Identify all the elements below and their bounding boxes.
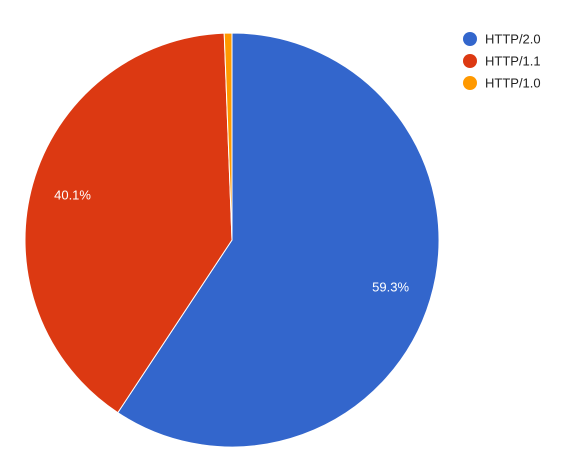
legend-item-http-1-1[interactable]: HTTP/1.1 xyxy=(463,54,541,69)
pie-slice-labels: 59.3% 40.1% xyxy=(54,187,409,294)
legend-swatch-http-1-1 xyxy=(463,54,477,68)
legend-item-http-1-0[interactable]: HTTP/1.0 xyxy=(463,76,541,91)
pie-slices xyxy=(24,32,440,448)
slice-label-http-1-1: 40.1% xyxy=(54,187,91,202)
legend-swatch-http-2-0 xyxy=(463,32,477,46)
pie-slice-http-1-0[interactable] xyxy=(223,32,233,241)
legend-label-http-2-0: HTTP/2.0 xyxy=(485,32,541,47)
pie-slice-http-1-1[interactable] xyxy=(24,32,233,414)
legend-label-http-1-0: HTTP/1.0 xyxy=(485,76,541,91)
legend-label-http-1-1: HTTP/1.1 xyxy=(485,54,541,69)
chart-legend: HTTP/2.0 HTTP/1.1 HTTP/1.0 xyxy=(463,32,541,91)
legend-swatch-http-1-0 xyxy=(463,76,477,90)
pie-slice-http-2-0[interactable] xyxy=(117,32,440,448)
slice-label-http-2-0: 59.3% xyxy=(372,280,409,295)
legend-item-http-2-0[interactable]: HTTP/2.0 xyxy=(463,32,541,47)
